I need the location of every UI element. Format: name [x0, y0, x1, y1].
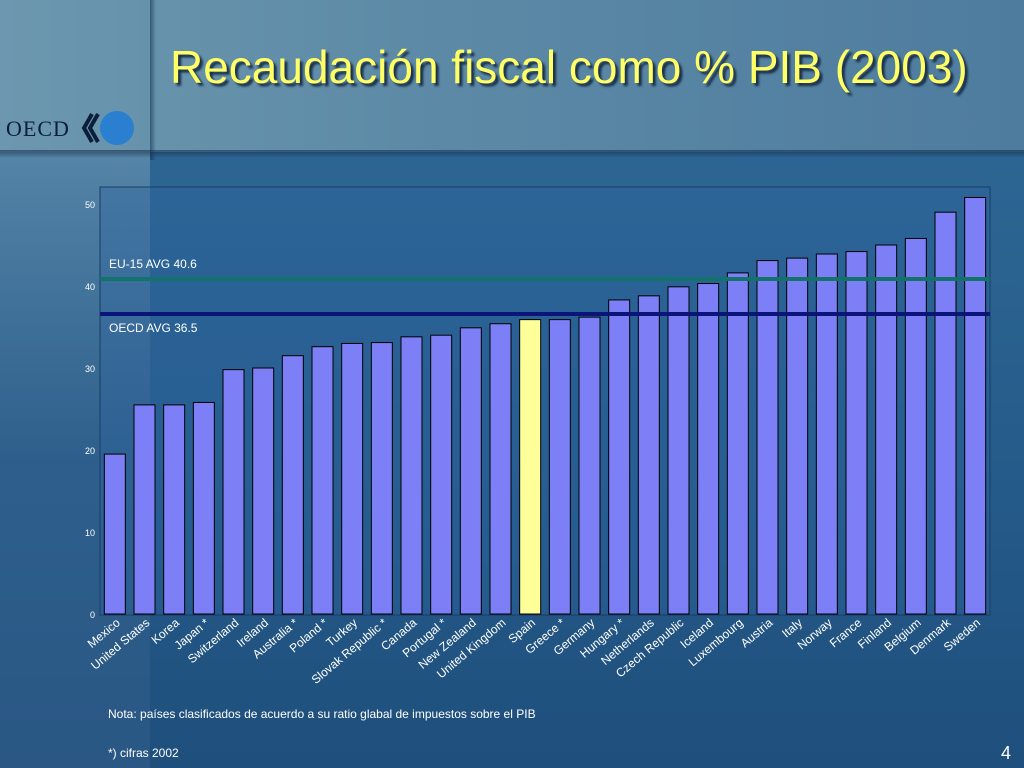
- oecd-avg-label: OECD AVG 36.5: [109, 321, 198, 335]
- bar-norway: [815, 253, 838, 615]
- chart-note: Nota: países clasificados de acuerdo a s…: [108, 707, 536, 721]
- reference-lines: EU-15 AVG 40.6 OECD AVG 36.5: [100, 257, 990, 335]
- y-tick-label: 50: [85, 200, 95, 210]
- bar-finland: [875, 244, 898, 615]
- bar-turkey: [341, 342, 364, 615]
- page-number: 4: [1001, 743, 1012, 763]
- bar-luxembourg: [726, 272, 749, 615]
- bar-portugal: [430, 334, 453, 615]
- bar-canada: [400, 336, 423, 615]
- bar-japan: [192, 401, 215, 615]
- bar-slovak-republic: [370, 342, 393, 615]
- footnote: *) cifras 2002: [108, 746, 179, 760]
- bar-united-kingdom: [489, 323, 512, 615]
- bar-new-zealand: [459, 327, 482, 615]
- y-tick-label: 20: [85, 446, 95, 456]
- y-tick-label: 0: [90, 610, 95, 620]
- x-tick-label: Austria: [738, 615, 776, 650]
- y-axis: 0 10 20 30 40 50: [85, 200, 95, 620]
- bar-switzerland: [222, 369, 245, 615]
- bar-korea: [163, 404, 186, 615]
- bar-iceland: [697, 283, 720, 615]
- oecd-logo: OECD: [6, 106, 136, 150]
- oecd-emblem-icon: [81, 111, 134, 145]
- bar-belgium: [904, 237, 927, 615]
- bar-hungary: [608, 299, 631, 615]
- bar-united-states: [133, 404, 156, 615]
- y-tick-label: 40: [85, 282, 95, 292]
- y-tick-label: 10: [85, 528, 95, 538]
- header-shadow: [0, 150, 1024, 158]
- header-band: [0, 0, 1024, 152]
- bar-ireland: [252, 367, 275, 615]
- slide-title: Recaudación fiscal como % PIB (2003): [170, 41, 968, 93]
- bar-spain: [519, 319, 542, 615]
- bars: [103, 196, 987, 615]
- y-tick-label: 30: [85, 364, 95, 374]
- bar-australia: [281, 355, 304, 615]
- bar-greece: [548, 319, 571, 615]
- bar-sweden: [964, 196, 987, 615]
- bar-france: [845, 251, 868, 615]
- bar-austria: [756, 260, 779, 615]
- bar-denmark: [934, 211, 957, 615]
- bar-germany: [578, 316, 601, 615]
- oecd-logo-text: OECD: [6, 116, 70, 141]
- plot-area: [99, 186, 991, 616]
- bar-czech-republic: [667, 286, 690, 615]
- header-divider: [150, 0, 156, 160]
- bar-mexico: [103, 453, 126, 615]
- bar-poland: [311, 346, 334, 615]
- bar-italy: [786, 257, 809, 615]
- bar-netherlands: [637, 295, 660, 615]
- eu-avg-label: EU-15 AVG 40.6: [109, 257, 197, 271]
